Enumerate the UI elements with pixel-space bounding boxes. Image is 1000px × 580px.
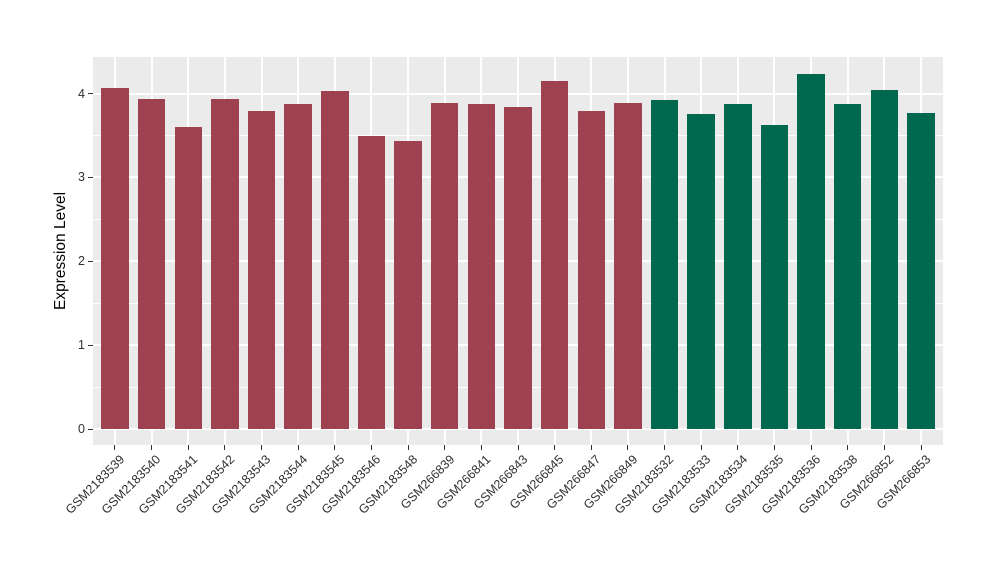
x-tick bbox=[444, 445, 446, 450]
x-tick bbox=[114, 445, 116, 450]
y-tick-label: 4 bbox=[78, 86, 85, 101]
bar bbox=[430, 102, 459, 429]
x-tick bbox=[261, 445, 263, 450]
bar bbox=[907, 112, 935, 429]
y-tick-label: 0 bbox=[78, 421, 85, 436]
x-tick bbox=[920, 445, 922, 450]
bar bbox=[724, 103, 752, 429]
bar bbox=[101, 87, 129, 429]
bar bbox=[540, 80, 569, 429]
x-tick bbox=[883, 445, 885, 450]
plot-panel bbox=[93, 57, 943, 445]
x-tick bbox=[664, 445, 666, 450]
x-tick bbox=[627, 445, 629, 450]
y-tick-label: 3 bbox=[78, 170, 85, 185]
x-tick bbox=[224, 445, 226, 450]
bar bbox=[321, 91, 349, 429]
bar bbox=[247, 111, 276, 429]
y-tick bbox=[88, 93, 93, 95]
bar bbox=[467, 104, 496, 429]
x-tick bbox=[810, 445, 812, 450]
x-tick bbox=[370, 445, 372, 450]
y-axis-title: Expression Level bbox=[52, 191, 69, 311]
bar bbox=[284, 103, 312, 429]
bar bbox=[614, 102, 642, 429]
bar bbox=[760, 124, 789, 429]
bar bbox=[577, 111, 605, 429]
bar bbox=[797, 74, 825, 429]
y-tick bbox=[88, 176, 93, 178]
x-tick bbox=[480, 445, 482, 450]
y-tick-label: 2 bbox=[78, 254, 85, 268]
bar bbox=[137, 99, 166, 429]
x-tick bbox=[297, 445, 299, 450]
x-tick bbox=[407, 445, 409, 450]
bar bbox=[394, 141, 422, 429]
bar bbox=[357, 136, 386, 429]
x-tick bbox=[737, 445, 739, 450]
x-tick bbox=[517, 445, 519, 450]
x-tick bbox=[773, 445, 775, 450]
y-tick bbox=[88, 428, 93, 430]
bar bbox=[650, 100, 679, 429]
bar bbox=[504, 106, 532, 429]
x-tick bbox=[847, 445, 849, 450]
bar bbox=[687, 114, 715, 429]
x-tick bbox=[700, 445, 702, 450]
y-tick bbox=[88, 260, 93, 262]
x-tick bbox=[334, 445, 336, 450]
bar bbox=[211, 99, 239, 429]
bar bbox=[834, 103, 862, 429]
bar bbox=[174, 127, 202, 429]
y-tick-label: 1 bbox=[78, 337, 85, 352]
bar bbox=[870, 90, 899, 429]
x-tick bbox=[590, 445, 592, 450]
x-tick bbox=[187, 445, 189, 450]
x-tick bbox=[151, 445, 153, 450]
x-tick bbox=[554, 445, 556, 450]
y-tick bbox=[88, 344, 93, 346]
